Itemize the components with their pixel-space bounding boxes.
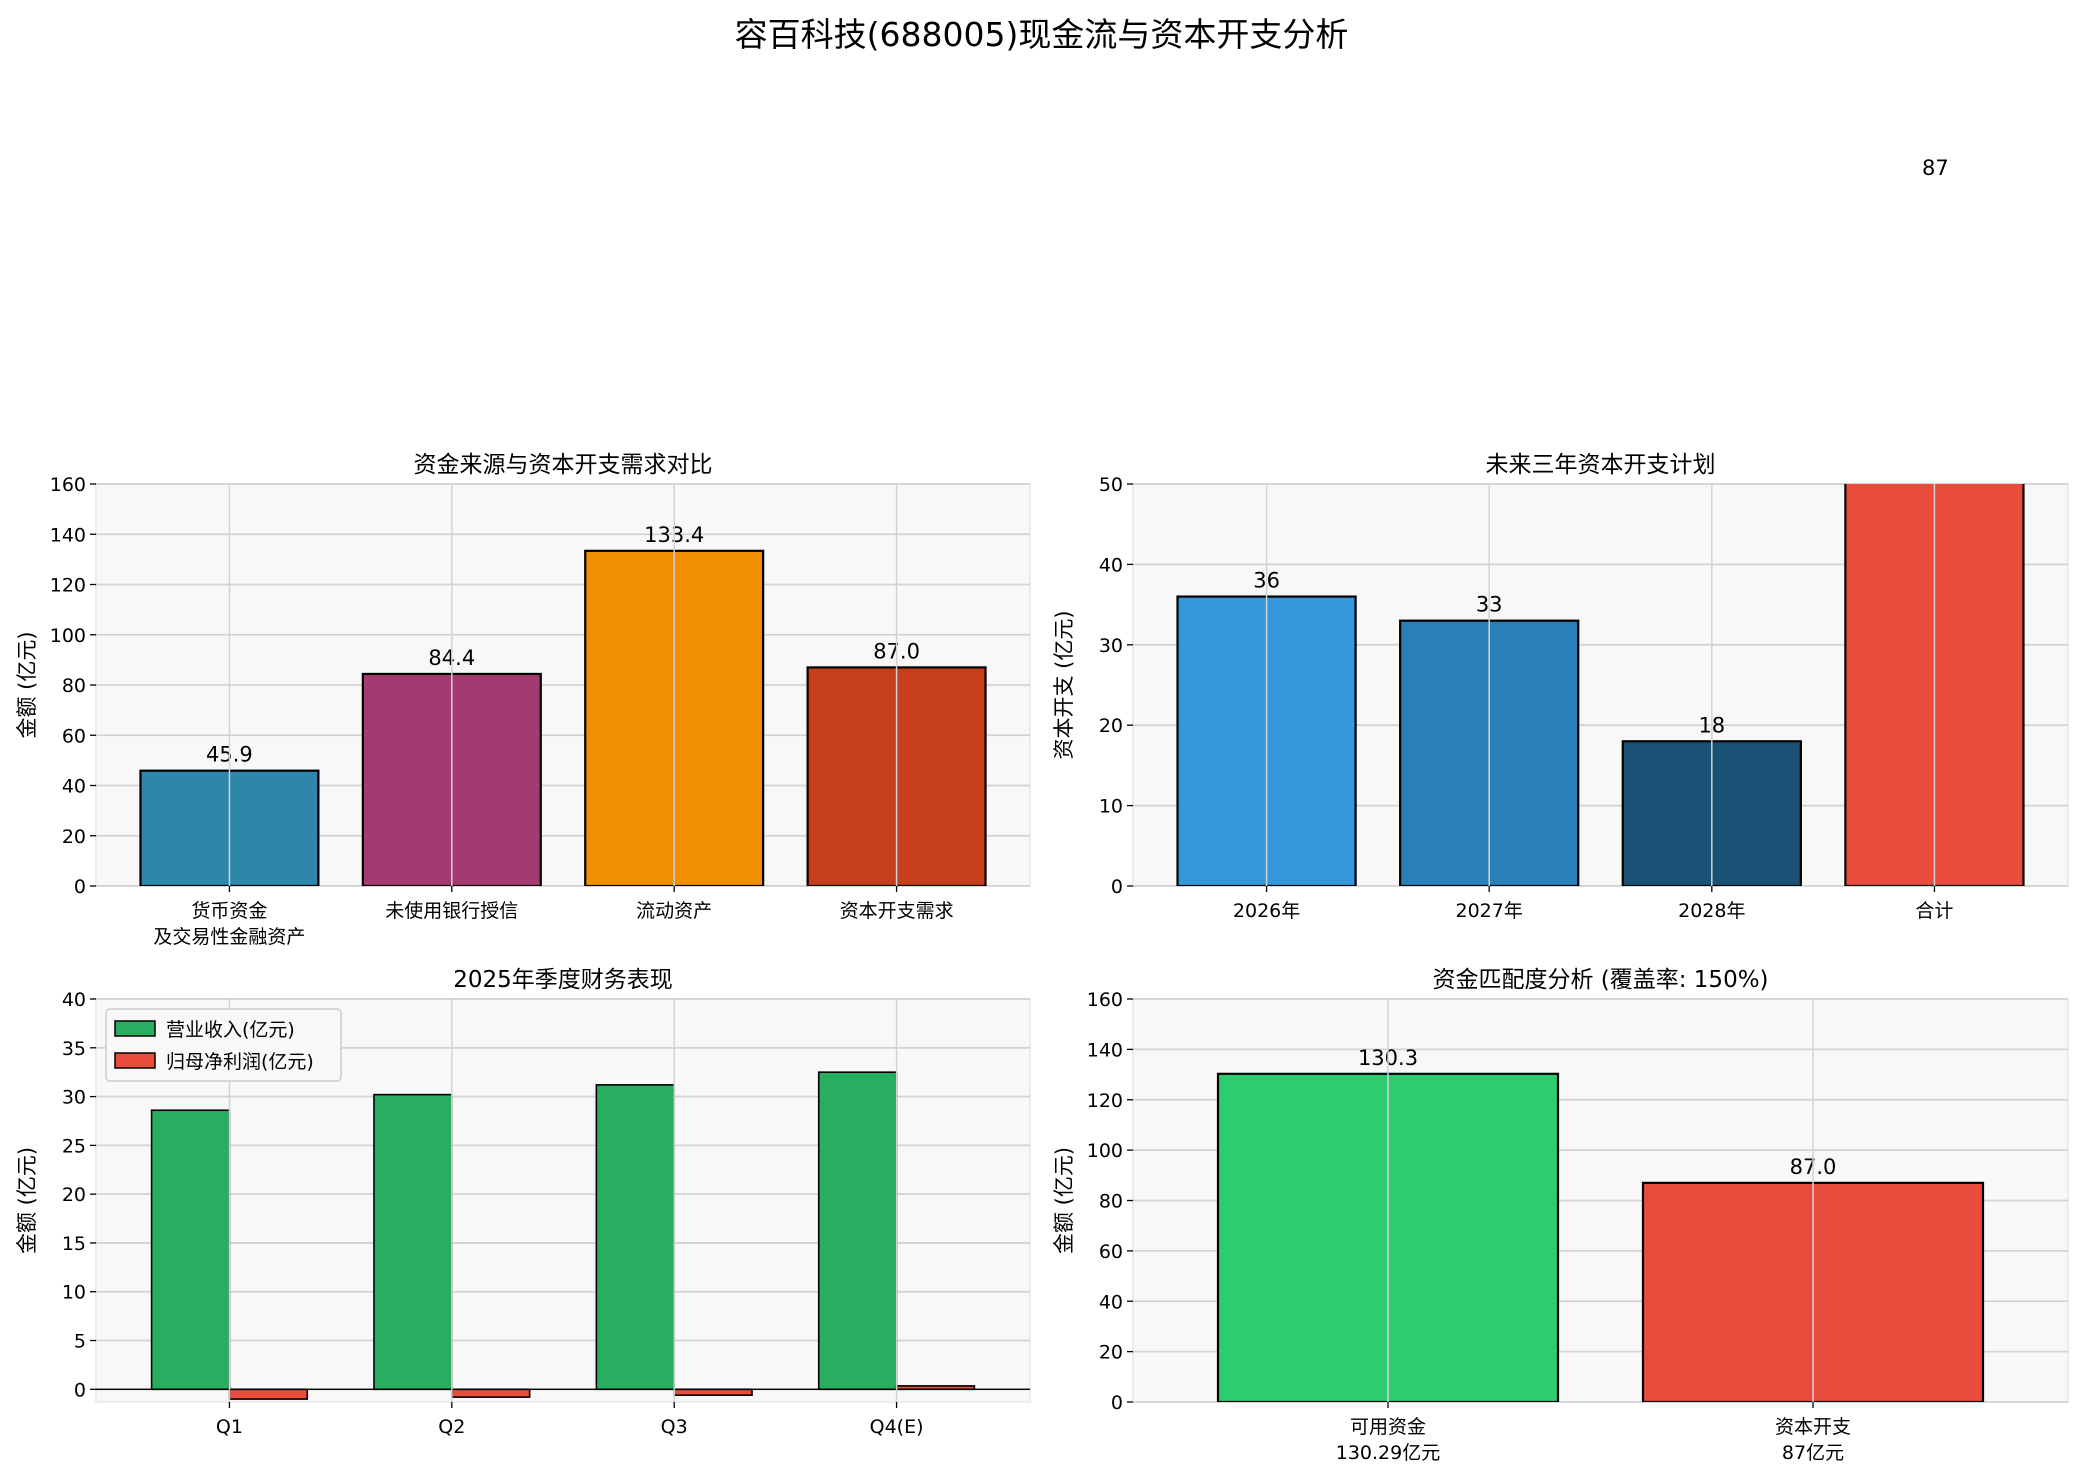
x-tick-label: 2026年 — [1233, 900, 1300, 922]
y-tick-label: 160 — [50, 474, 86, 496]
y-tick-label: 120 — [1087, 1090, 1123, 1112]
y-tick-label: 60 — [1099, 1241, 1123, 1263]
y-tick-label: 140 — [1087, 1039, 1123, 1061]
legend-swatch — [114, 1052, 156, 1069]
bars — [150, 1071, 976, 1400]
legend-label: 归母净利润(亿元) — [166, 1051, 314, 1073]
y-tick-label: 15 — [62, 1233, 86, 1255]
y-tick-label: 40 — [62, 776, 86, 798]
y-tick-label: 40 — [62, 989, 86, 1011]
y-tick-label: 80 — [62, 675, 86, 697]
x-tick-label: 87亿元 — [1782, 1442, 1844, 1464]
x-tick-label: 可用资金 — [1350, 1416, 1426, 1438]
legend-label: 营业收入(亿元) — [166, 1019, 295, 1041]
y-tick-label: 20 — [1099, 715, 1123, 737]
y-tick-label: 0 — [1111, 1392, 1123, 1414]
x-tick-label: 流动资产 — [636, 900, 712, 922]
x-tick-label: 2028年 — [1678, 900, 1745, 922]
y-tick-label: 120 — [50, 575, 86, 597]
x-tick-label: 合计 — [1915, 900, 1953, 922]
y-tick-label: 0 — [74, 876, 86, 898]
y-tick-label: 40 — [1099, 1291, 1123, 1313]
y-tick-label: 80 — [1099, 1191, 1123, 1213]
y-tick-label: 50 — [1099, 474, 1123, 496]
legend: 营业收入(亿元) 归母净利润(亿元) — [105, 1008, 342, 1082]
x-tick-label: 2027年 — [1456, 900, 1523, 922]
figure-title: 容百科技(688005)现金流与资本开支分析 — [734, 15, 1349, 54]
chart-title: 未来三年资本开支计划 — [1486, 452, 1716, 478]
x-tick-label: Q2 — [438, 1416, 465, 1438]
x-tick-label: 资本开支 — [1775, 1416, 1851, 1438]
legend-swatch — [114, 1020, 156, 1037]
x-tick-label: 资本开支需求 — [840, 900, 954, 922]
chart-title: 资金匹配度分析 (覆盖率: 150%) — [1432, 967, 1768, 993]
chart-title: 2025年季度财务表现 — [453, 967, 673, 993]
bar — [373, 1093, 453, 1391]
x-tick-label: Q1 — [216, 1416, 243, 1438]
bar — [150, 1109, 231, 1391]
bar — [817, 1071, 898, 1391]
y-tick-label: 20 — [62, 1184, 86, 1206]
y-tick-label: 10 — [1099, 796, 1123, 818]
x-tick-label: 未使用银行授信 — [385, 900, 518, 922]
y-axis-label: 金额 (亿元) — [15, 631, 39, 738]
y-axis-label: 金额 (亿元) — [15, 1147, 39, 1254]
y-tick-label: 100 — [1087, 1140, 1123, 1162]
x-tick-label: 及交易性金融资产 — [153, 926, 305, 948]
y-tick-label: 5 — [74, 1331, 86, 1353]
legend-box — [105, 1008, 342, 1082]
y-tick-label: 60 — [62, 725, 86, 747]
chart-title: 资金来源与资本开支需求对比 — [414, 452, 713, 478]
y-axis-label: 金额 (亿元) — [1052, 1147, 1076, 1254]
x-tick-label: 货币资金 — [191, 900, 267, 922]
x-tick-label: Q3 — [661, 1416, 688, 1438]
y-tick-label: 40 — [1099, 554, 1123, 576]
y-tick-label: 160 — [1087, 989, 1123, 1011]
y-tick-label: 20 — [1099, 1342, 1123, 1364]
y-tick-label: 35 — [62, 1038, 86, 1060]
clipped-total-label: 87 — [1922, 156, 1949, 180]
y-tick-label: 30 — [62, 1087, 86, 1109]
y-tick-label: 0 — [1111, 876, 1123, 898]
y-tick-label: 25 — [62, 1135, 86, 1157]
y-tick-label: 0 — [74, 1379, 86, 1401]
x-tick-label: 130.29亿元 — [1336, 1442, 1440, 1464]
y-tick-label: 100 — [50, 625, 86, 647]
y-tick-label: 10 — [62, 1282, 86, 1304]
y-tick-label: 140 — [50, 524, 86, 546]
bar — [595, 1084, 675, 1391]
x-tick-label: Q4(E) — [870, 1416, 924, 1438]
y-tick-label: 20 — [62, 826, 86, 848]
y-axis-label: 资本开支 (亿元) — [1052, 610, 1076, 759]
y-tick-label: 30 — [1099, 635, 1123, 657]
